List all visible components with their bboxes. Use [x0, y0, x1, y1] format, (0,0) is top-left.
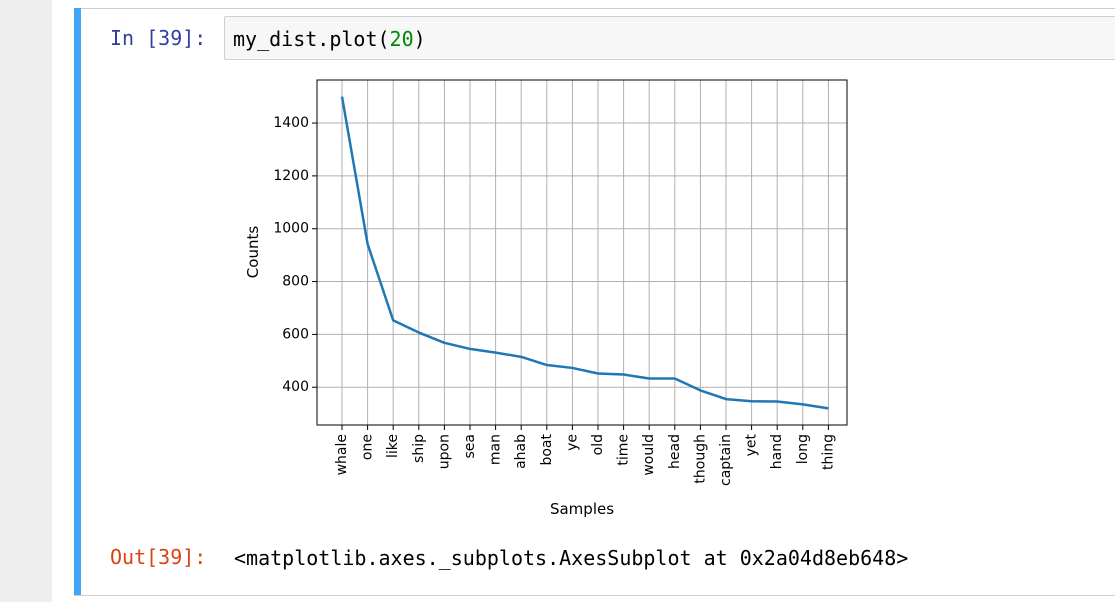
y-tick-label: 600: [282, 326, 309, 342]
x-tick-label: one: [360, 434, 376, 460]
plot-frame: [316, 79, 848, 426]
y-tick-label: 800: [282, 274, 309, 290]
y-tick-label: 1000: [273, 221, 309, 237]
x-tick-label: boat: [539, 434, 555, 466]
y-tick-label: 1400: [273, 115, 309, 131]
x-tick-label: upon: [436, 434, 452, 469]
x-tick-label: ahab: [513, 434, 529, 469]
x-tick-label: like: [385, 434, 401, 458]
code-cell[interactable]: [74, 8, 1115, 596]
output-prompt: Out[39]:: [110, 545, 207, 569]
code-editor[interactable]: my_dist.plot(20): [224, 16, 1115, 60]
code-line[interactable]: my_dist.plot(20): [233, 27, 426, 51]
frequency-series-line: [340, 96, 829, 410]
x-tick-label: head: [667, 434, 683, 469]
code-call: my_dist.plot(: [233, 27, 390, 51]
x-tick-label: hand: [769, 434, 785, 469]
x-tick-label: would: [641, 434, 657, 476]
x-tick-label: long: [795, 434, 811, 464]
grid-lines: [317, 80, 847, 425]
x-tick-label: whale: [334, 434, 350, 475]
y-tick-label: 400: [282, 379, 309, 395]
x-tick-label: sea: [462, 434, 478, 459]
input-prompt: In [39]:: [110, 26, 207, 50]
x-tick-label: yet: [744, 433, 760, 456]
plot-lines: [340, 96, 829, 410]
x-tick-label: time: [616, 434, 632, 466]
code-argument: 20: [389, 27, 414, 51]
x-tick-label: captain: [718, 434, 734, 486]
x-tick-label: ship: [411, 434, 427, 463]
x-tick-label: man: [488, 434, 504, 465]
frequency-plot: whale one like ship upon sea man ahab boat ye old t…: [244, 79, 848, 518]
cell-selection-bar: [74, 8, 81, 595]
x-tick-label: though: [692, 434, 708, 484]
axis-ticks: whale one like ship upon sea man ahab boat ye old t…: [273, 115, 836, 486]
x-tick-label: thing: [820, 434, 836, 470]
code-close-paren: ): [413, 27, 426, 51]
output-text[interactable]: <matplotlib.axes._subplots.AxesSubplot a…: [234, 546, 909, 570]
x-tick-label: old: [590, 434, 606, 455]
x-axis-label: Samples: [550, 500, 614, 518]
x-tick-label: ye: [564, 434, 580, 451]
y-axis-label: Counts: [244, 226, 262, 279]
y-tick-label: 1200: [273, 168, 309, 184]
